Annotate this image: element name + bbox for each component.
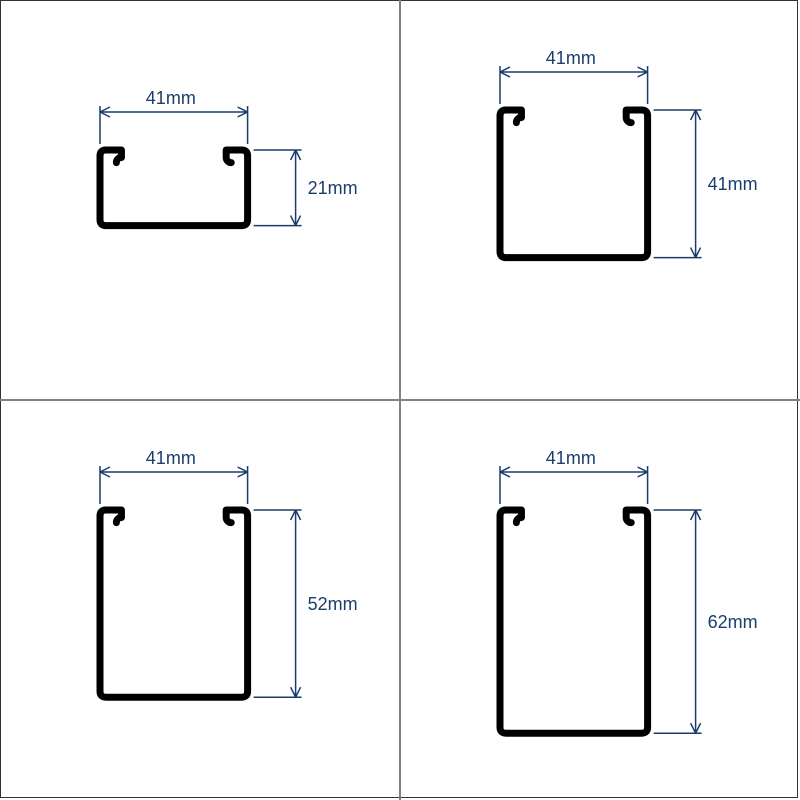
width-label-p41: 41mm — [546, 48, 596, 69]
dimension-lines-p52 — [100, 466, 302, 697]
dimension-lines-p41 — [500, 66, 702, 258]
width-label-p62: 41mm — [546, 448, 596, 469]
width-label-p52: 41mm — [146, 448, 196, 469]
channel-p21 — [0, 0, 400, 400]
channel-p62 — [400, 400, 800, 800]
height-label-p41: 41mm — [708, 174, 758, 195]
profile-cell-p21: 41mm 21mm — [0, 0, 400, 400]
profile-cell-p52: 41mm 52mm — [0, 400, 400, 800]
height-label-p62: 62mm — [708, 612, 758, 633]
height-label-p52: 52mm — [308, 594, 358, 615]
channel-profile-p52 — [100, 510, 248, 697]
profile-cell-p41: 41mm 41mm — [400, 0, 800, 400]
height-label-p21: 21mm — [308, 178, 358, 199]
width-label-p21: 41mm — [146, 88, 196, 109]
dimension-lines-p62 — [500, 466, 702, 733]
channel-profile-p41 — [500, 110, 648, 258]
profile-cell-p62: 41mm 62mm — [400, 400, 800, 800]
channel-p41 — [400, 0, 800, 400]
dimension-lines-p21 — [100, 106, 302, 226]
channel-profile-p62 — [500, 510, 648, 733]
channel-profile-p21 — [100, 150, 248, 226]
